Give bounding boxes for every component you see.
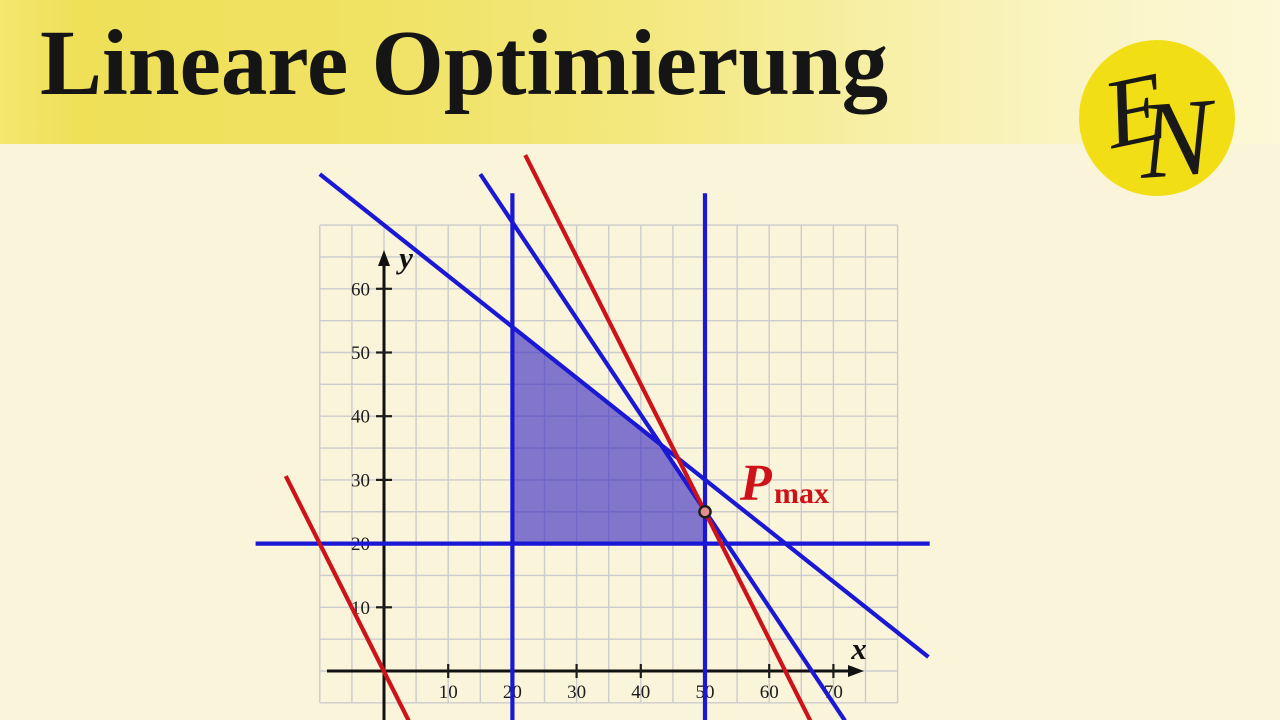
- feasible-region: [512, 327, 705, 544]
- objective-line-max: [523, 154, 813, 720]
- y-axis-arrow-icon: [378, 250, 390, 266]
- x-tick-label: 30: [567, 682, 586, 703]
- y-axis-label: y: [395, 240, 413, 275]
- y-tick-label: 60: [351, 279, 370, 300]
- x-axis-arrow-icon: [848, 665, 864, 677]
- objective-line-origin: [283, 475, 411, 720]
- optimum-label-main: P: [739, 455, 773, 512]
- optimum-point: [698, 504, 712, 519]
- x-tick-label: 60: [760, 682, 779, 703]
- x-tick-label: 40: [631, 682, 650, 703]
- optimum-label-sub: max: [774, 477, 829, 510]
- page-title: Lineare Optimierung: [40, 12, 889, 115]
- channel-logo: E N: [1079, 40, 1235, 196]
- y-tick-label: 50: [351, 343, 370, 364]
- title-banner: Lineare Optimierung: [0, 0, 1280, 144]
- x-axis-label: x: [850, 631, 867, 666]
- x-tick-label: 10: [439, 682, 458, 703]
- y-tick-label: 40: [351, 407, 370, 428]
- logo-letter-n: N: [1134, 75, 1222, 196]
- logo-monogram: E N: [1092, 52, 1222, 196]
- constraint-line-b: [478, 172, 847, 720]
- constraint-line-a: [318, 172, 930, 659]
- y-tick-label: 30: [351, 470, 370, 491]
